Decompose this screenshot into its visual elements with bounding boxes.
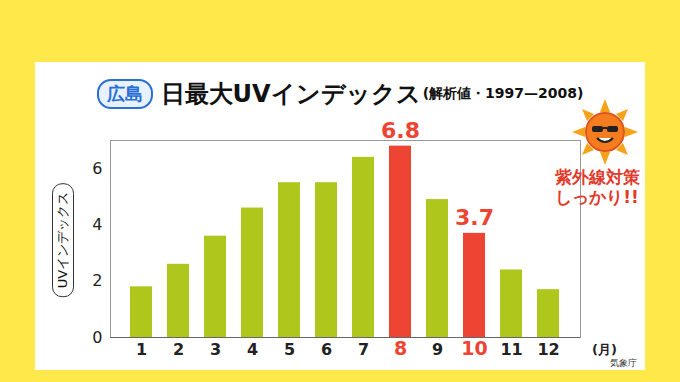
html-text:紫外線対策しっかり!!: 紫外線対策しっかり!! — [554, 167, 640, 207]
svg-text:5: 5 — [284, 340, 295, 359]
svg-text:10: 10 — [461, 337, 487, 359]
svg-text:8: 8 — [394, 337, 407, 359]
svg-text:12: 12 — [537, 340, 559, 359]
svg-text:3.7: 3.7 — [455, 205, 494, 230]
svg-text:0: 0 — [92, 328, 102, 347]
html-text:広島: 広島 — [106, 83, 143, 104]
svg-text:11: 11 — [500, 340, 522, 359]
svg-text:2: 2 — [173, 340, 184, 359]
html-text:UVインデックス: UVインデックス — [55, 191, 70, 289]
svg-text:9: 9 — [432, 340, 443, 359]
svg-text:1: 1 — [136, 340, 147, 359]
svg-text:6.8: 6.8 — [381, 118, 420, 143]
svg-text:4: 4 — [92, 215, 102, 234]
html-text:気象庁: 気象庁 — [610, 358, 637, 368]
html-text:(月): (月) — [592, 342, 617, 357]
svg-text:2: 2 — [92, 271, 102, 290]
html-text:日最大UVインデックス(解析値・1997—2008): 日最大UVインデックス(解析値・1997—2008) — [160, 80, 584, 108]
svg-text:7: 7 — [358, 340, 369, 359]
svg-text:4: 4 — [247, 340, 258, 359]
svg-text:6: 6 — [321, 340, 332, 359]
svg-text:3: 3 — [210, 340, 221, 359]
svg-text:6: 6 — [92, 159, 102, 178]
